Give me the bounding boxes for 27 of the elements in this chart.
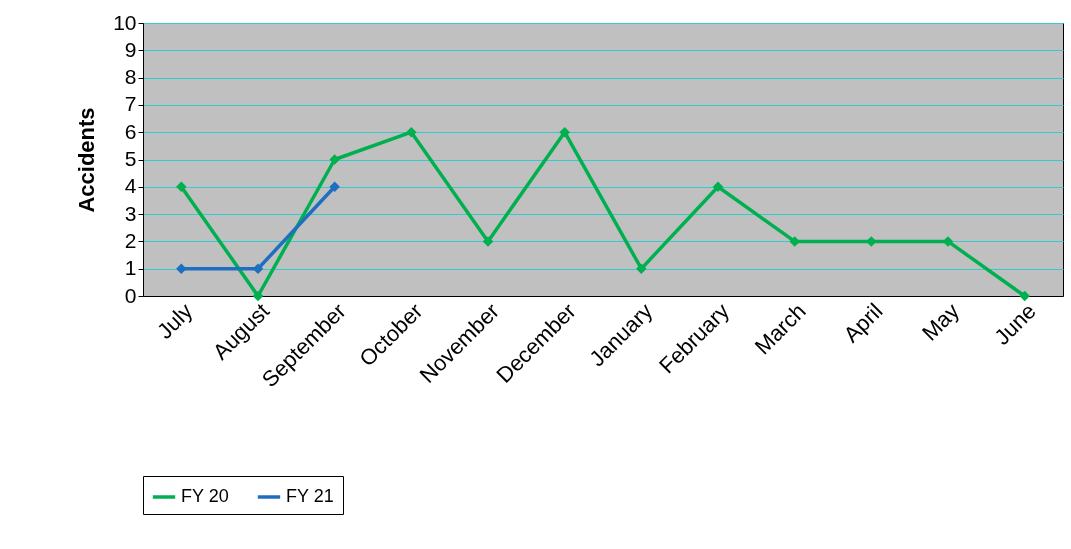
x-tick-label: May [916,298,965,346]
y-tick-label: 1 [124,256,137,280]
point [789,236,800,247]
point [406,126,417,138]
point [559,126,570,138]
y-tick-label: 9 [124,37,137,61]
y-axis-title: Accidents [74,107,100,213]
point [252,290,264,302]
y-tick-label: 3 [124,201,137,225]
x-tick-label: July [152,298,198,344]
point [712,181,724,193]
y-tick-label: 10 [113,10,137,34]
y-tick-label: 7 [124,92,137,116]
point [636,263,647,274]
point [1019,290,1030,302]
y-tick-label: 4 [124,174,137,198]
y-tick-label: 8 [124,65,137,89]
legend-label: FY 21 [286,486,334,506]
legend-label: FY 20 [181,486,229,506]
y-tick-label: 6 [124,119,137,143]
point [329,181,340,193]
point [329,154,340,165]
point [482,236,494,247]
point [176,181,187,193]
y-tick-label: 2 [124,228,137,252]
y-tick-label: 0 [124,283,137,307]
y-tick-label: 5 [124,147,137,170]
